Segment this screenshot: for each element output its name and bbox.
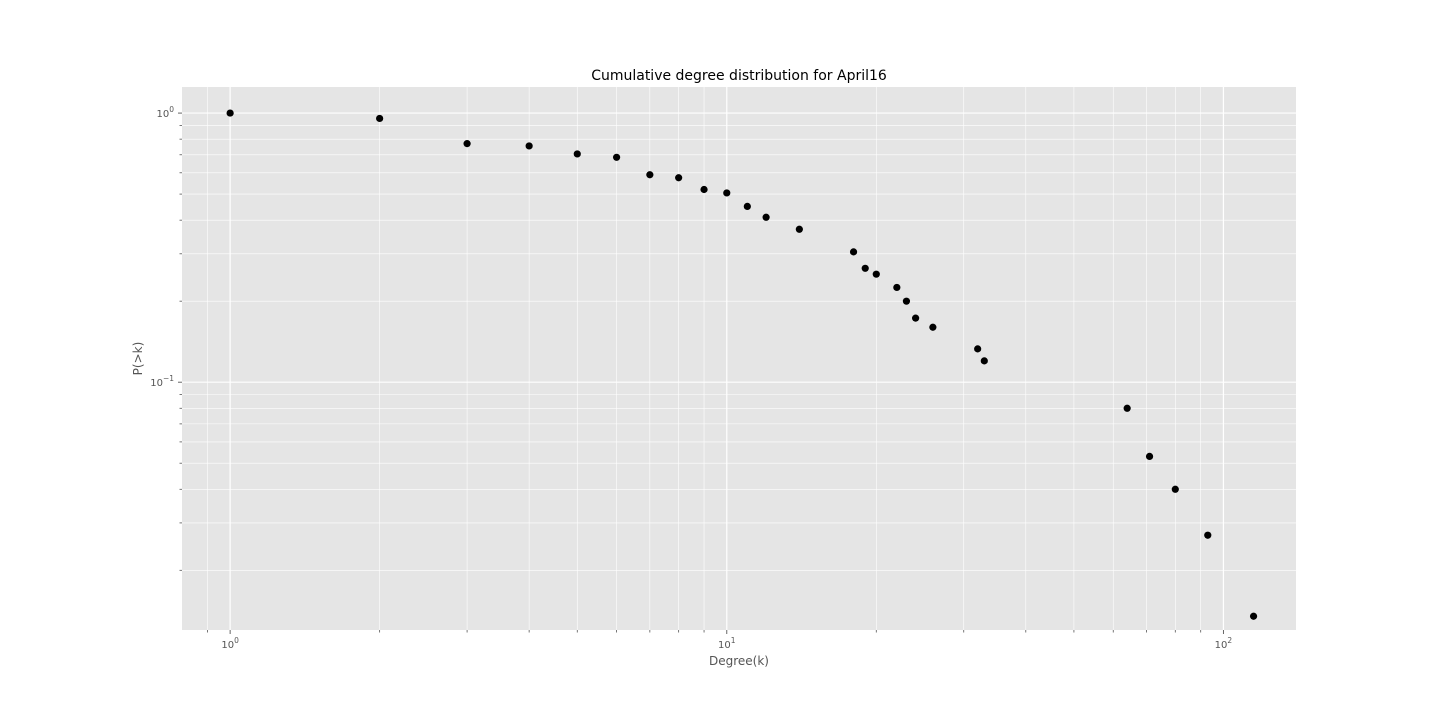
data-point	[902, 297, 911, 305]
plot-area	[182, 87, 1296, 630]
data-point	[743, 202, 751, 211]
data-point	[974, 345, 982, 353]
data-point	[1171, 485, 1179, 493]
data-point	[872, 270, 880, 278]
data-point	[795, 225, 803, 233]
x-tick-label: 100	[221, 636, 239, 651]
data-points	[226, 109, 1258, 620]
data-point	[1204, 531, 1212, 539]
data-point	[1145, 452, 1154, 460]
data-point	[849, 248, 858, 256]
x-axis-label: Degree(k)	[709, 654, 769, 668]
data-point	[723, 189, 731, 197]
y-axis-label: P(>k)	[131, 342, 145, 376]
data-point	[861, 264, 869, 272]
x-tick-label: 102	[1215, 636, 1233, 651]
data-point	[573, 150, 581, 158]
y-tick-label: 10−1	[150, 374, 174, 389]
data-point	[980, 357, 988, 365]
data-point	[1249, 612, 1258, 620]
x-tick-label: 101	[718, 636, 736, 651]
grid-lines	[182, 87, 1296, 630]
data-point	[525, 142, 533, 150]
data-point	[1123, 404, 1131, 412]
data-point	[893, 283, 901, 292]
data-point	[912, 314, 920, 322]
data-point	[700, 185, 708, 194]
data-point	[762, 213, 770, 221]
axis-ticks: 100 101 102 100 10−1	[150, 105, 1232, 651]
data-point	[929, 323, 937, 331]
data-point	[463, 140, 471, 148]
data-point	[646, 171, 654, 179]
y-tick-label: 100	[156, 105, 174, 120]
data-point	[675, 174, 683, 182]
data-point	[226, 109, 234, 117]
data-point	[612, 153, 621, 161]
chart-title: Cumulative degree distribution for April…	[591, 68, 887, 84]
data-point	[376, 114, 384, 123]
